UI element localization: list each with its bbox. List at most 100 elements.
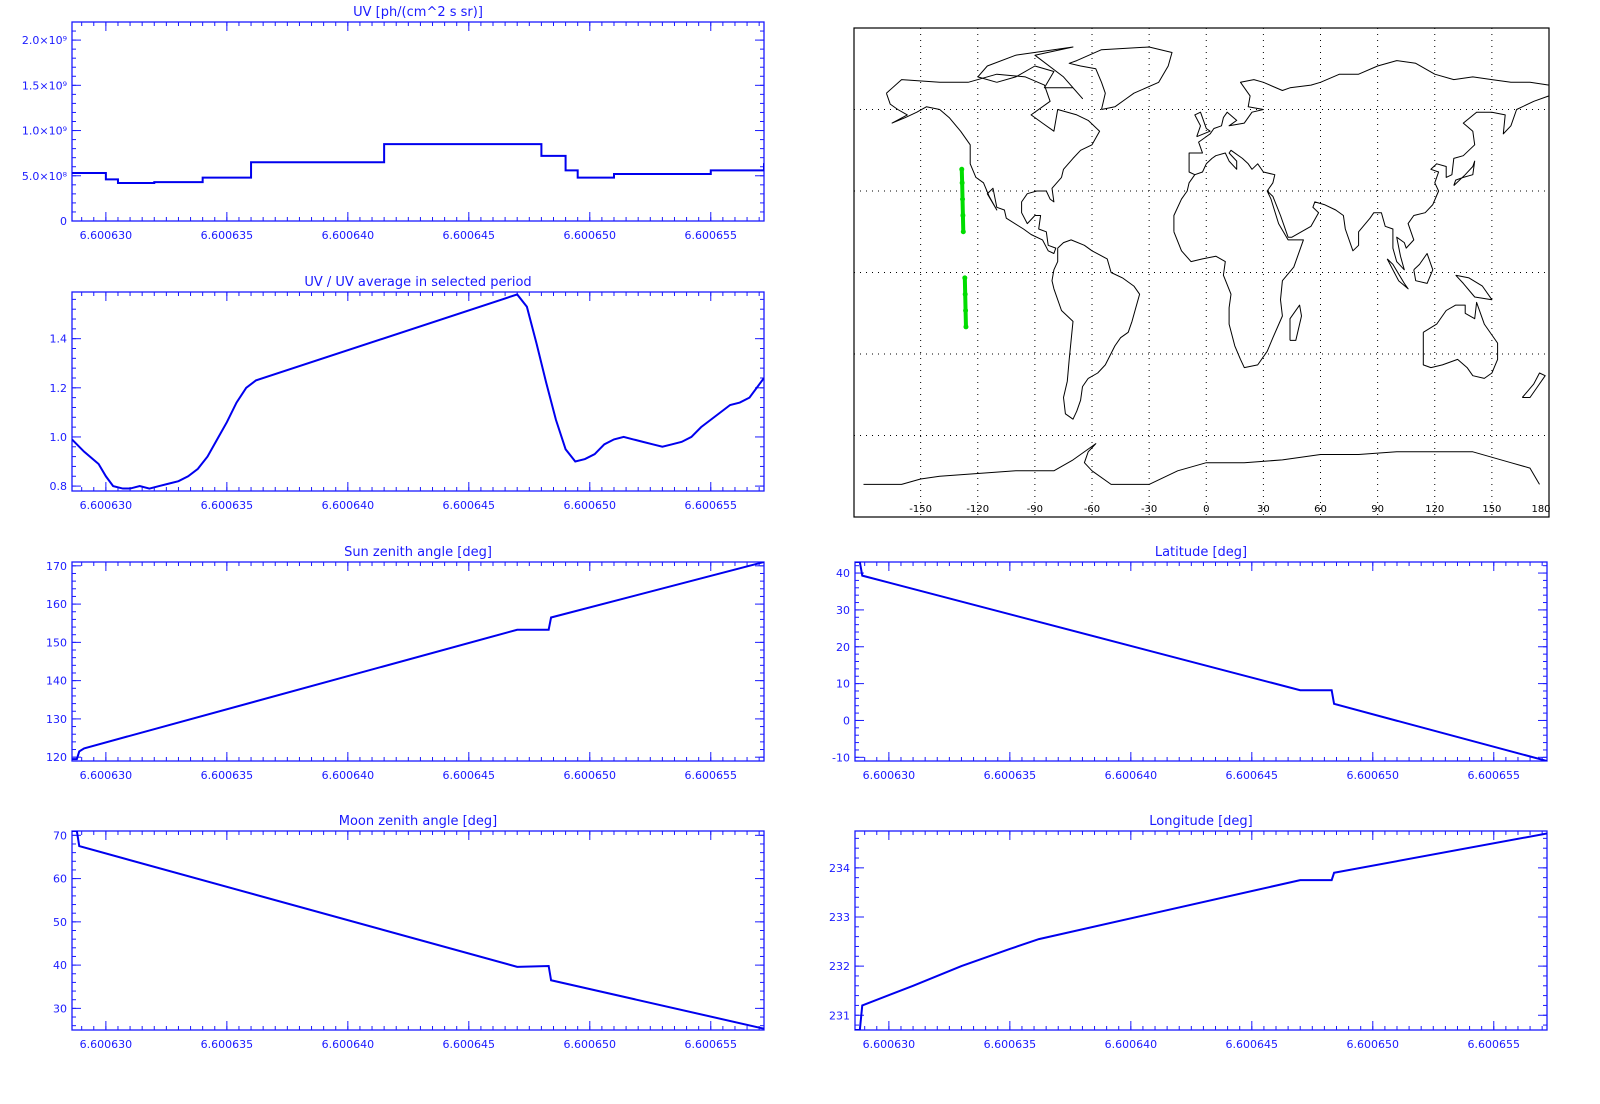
x-tick-label: 6.600640: [1105, 769, 1158, 782]
y-tick-label: 0.8: [50, 480, 68, 493]
x-tick-label: 6.600635: [984, 769, 1037, 782]
y-tick-label: 30: [836, 604, 850, 617]
y-tick-label: 10: [836, 678, 850, 691]
track-point: [960, 213, 965, 218]
plot-frame: [72, 831, 764, 1030]
x-tick-label: 6.600655: [1468, 1038, 1521, 1051]
series-line: [855, 562, 1547, 761]
x-tick-label: 6.600650: [564, 499, 617, 512]
x-tick-label: 6.600655: [1468, 769, 1521, 782]
y-tick-label: 130: [46, 713, 67, 726]
map-lon-label: 180: [1531, 504, 1550, 515]
map-lon-label: 120: [1425, 504, 1444, 515]
y-tick-label: 1.2: [50, 382, 68, 395]
map-lon-label: 60: [1314, 504, 1327, 515]
x-tick-label: 6.600640: [1105, 1038, 1158, 1051]
x-tick-label: 6.600635: [201, 769, 254, 782]
y-tick-label: 1.4: [50, 333, 68, 346]
uv-ratio-chart: UV / UV average in selected period 6.6006…: [50, 275, 765, 512]
y-tick-label: 170: [46, 560, 67, 573]
y-tick-label: 60: [53, 873, 67, 886]
series-line: [72, 562, 764, 759]
x-tick-label: 6.600645: [1226, 1038, 1279, 1051]
x-tick-label: 6.600640: [322, 499, 375, 512]
y-tick-label: 0: [843, 714, 850, 727]
map-lon-label: -120: [966, 504, 989, 515]
chart-title: Latitude [deg]: [1155, 545, 1247, 560]
x-tick-label: 6.600630: [80, 229, 133, 242]
map-lon-label: -90: [1027, 504, 1043, 515]
plot-frame: [855, 562, 1547, 761]
x-tick-label: 6.600650: [1347, 1038, 1400, 1051]
track-point: [960, 180, 965, 185]
map-lon-label: 90: [1371, 504, 1384, 515]
x-tick-label: 6.600650: [564, 769, 617, 782]
track-point: [961, 229, 966, 234]
x-tick-label: 6.600630: [80, 1038, 133, 1051]
plot-frame: [72, 292, 764, 491]
map-lon-label: -60: [1084, 504, 1100, 515]
x-tick-label: 6.600635: [201, 229, 254, 242]
x-tick-label: 6.600645: [443, 499, 496, 512]
y-tick-label: 150: [46, 636, 67, 649]
map-lon-label: -150: [909, 504, 932, 515]
y-tick-label: 234: [829, 862, 850, 875]
track-point: [963, 324, 968, 329]
y-tick-label: -10: [832, 751, 850, 764]
chart-title: Sun zenith angle [deg]: [344, 545, 492, 560]
x-tick-label: 6.600645: [1226, 769, 1279, 782]
track-point: [960, 197, 965, 202]
uv-chart: UV [ph/(cm^2 s sr)] 6.600630 6.600635 6.600…: [22, 5, 764, 242]
plot-frame: [72, 562, 764, 761]
y-tick-label: 40: [836, 567, 850, 580]
y-tick-label: 2.0×10⁹: [22, 34, 67, 47]
moon-zenith-chart: Moon zenith angle [deg] 6.600630 6.600635 6…: [53, 814, 764, 1051]
y-tick-label: 5.0×10⁸: [22, 170, 68, 183]
x-tick-label: 6.600640: [322, 229, 375, 242]
x-tick-label: 6.600640: [322, 1038, 375, 1051]
x-tick-label: 6.600630: [863, 1038, 916, 1051]
track-point: [963, 308, 968, 313]
y-tick-label: 50: [53, 916, 67, 929]
y-tick-label: 231: [829, 1009, 850, 1022]
y-tick-label: 70: [53, 829, 67, 842]
y-tick-label: 160: [46, 598, 67, 611]
sun-zenith-chart: Sun zenith angle [deg] 6.600630 6.600635 6.…: [46, 545, 764, 782]
series-line: [72, 144, 764, 183]
y-tick-label: 0: [60, 215, 67, 228]
y-tick-label: 20: [836, 641, 850, 654]
x-tick-label: 6.600645: [443, 229, 496, 242]
chart-title: Longitude [deg]: [1149, 814, 1252, 829]
plot-frame: [72, 22, 764, 221]
x-tick-label: 6.600635: [201, 499, 254, 512]
x-tick-label: 6.600650: [564, 1038, 617, 1051]
track-point: [963, 292, 968, 297]
y-tick-label: 40: [53, 959, 67, 972]
x-tick-label: 6.600630: [80, 769, 133, 782]
y-tick-label: 232: [829, 960, 850, 973]
x-tick-label: 6.600655: [685, 769, 738, 782]
x-tick-label: 6.600635: [201, 1038, 254, 1051]
y-tick-label: 233: [829, 911, 850, 924]
map-lon-label: 0: [1203, 504, 1209, 515]
plot-frame: [855, 831, 1547, 1030]
chart-title: UV [ph/(cm^2 s sr)]: [353, 5, 483, 20]
x-tick-label: 6.600645: [443, 769, 496, 782]
map-lon-label: 30: [1257, 504, 1270, 515]
chart-title: UV / UV average in selected period: [304, 275, 531, 290]
series-line: [72, 831, 764, 1029]
map-frame: [854, 28, 1549, 517]
x-tick-label: 6.600655: [685, 499, 738, 512]
y-tick-label: 30: [53, 1002, 67, 1015]
x-tick-label: 6.600650: [564, 229, 617, 242]
y-tick-label: 1.0: [50, 431, 68, 444]
x-tick-label: 6.600655: [685, 229, 738, 242]
map-lon-label: 150: [1482, 504, 1501, 515]
y-tick-label: 1.5×10⁹: [22, 79, 67, 92]
chart-title: Moon zenith angle [deg]: [339, 814, 497, 829]
track-point: [962, 275, 967, 280]
